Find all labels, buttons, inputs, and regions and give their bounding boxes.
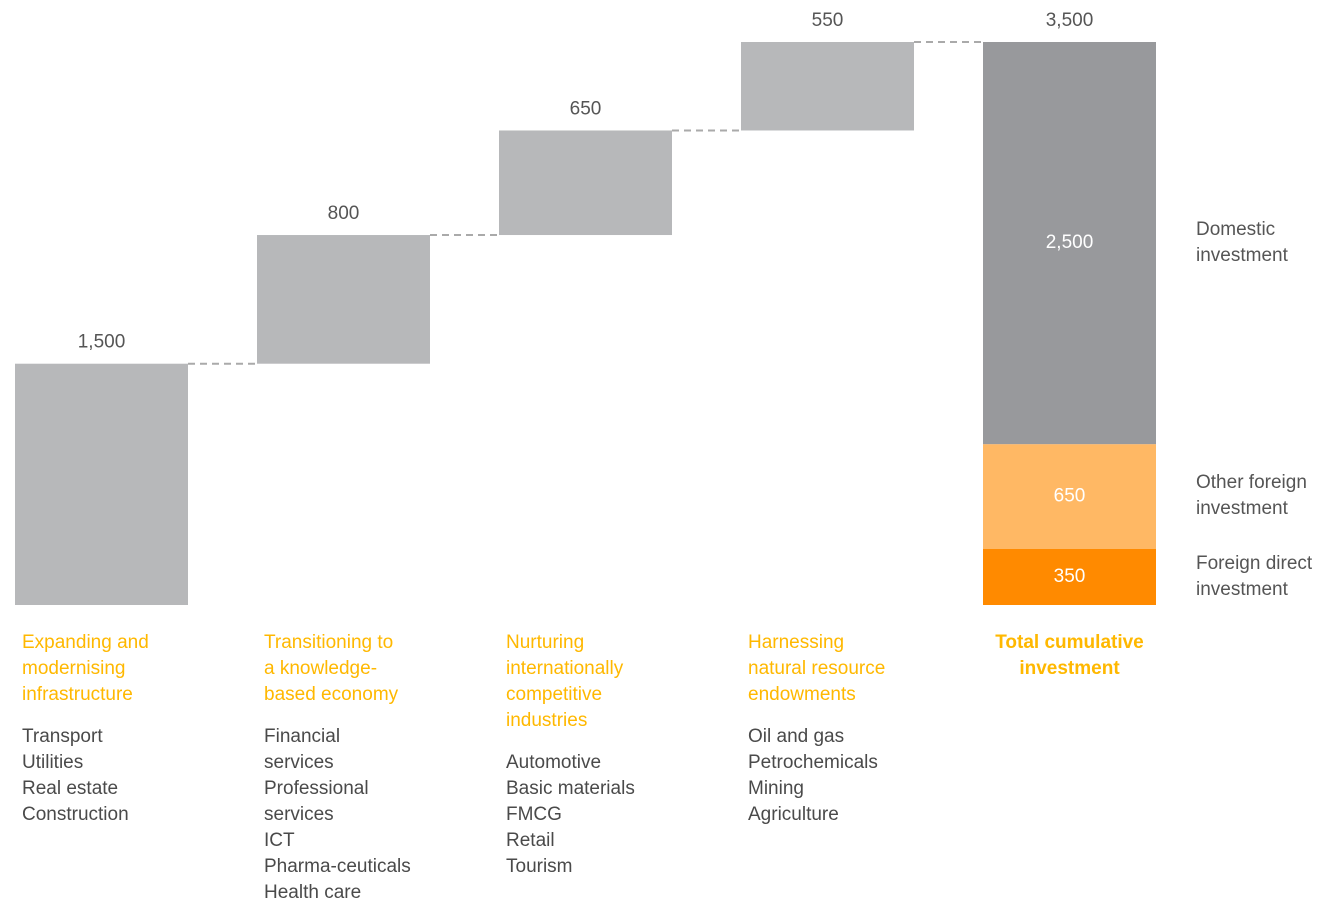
category-item: Financial [264, 726, 341, 747]
value-label: 800 [328, 203, 360, 224]
category-item: Retail [506, 830, 555, 851]
category-title: natural resource [748, 658, 886, 679]
legend-label: Other foreign [1196, 472, 1307, 494]
category-item: FMCG [506, 804, 562, 825]
category-title: a knowledge- [264, 658, 378, 679]
category-item: Utilities [22, 752, 84, 773]
value-label: 650 [570, 98, 602, 119]
total-segment [983, 42, 1156, 445]
total-segment [983, 444, 1156, 549]
legend-label: Foreign direct [1196, 552, 1313, 574]
legend-label: Domestic [1196, 219, 1276, 241]
category-item: Health care [264, 882, 362, 903]
category-title: industries [506, 710, 588, 731]
total-title: investment [1019, 658, 1120, 679]
category-item: Transport [22, 726, 103, 747]
bar [741, 42, 914, 131]
category-title: Expanding and [22, 632, 149, 653]
category-item: Basic materials [506, 778, 635, 799]
category-title: Harnessing [748, 632, 845, 653]
category-title: Transitioning to [264, 632, 394, 653]
category-item: services [264, 804, 334, 825]
category-title: internationally [506, 658, 624, 679]
total-title: Total cumulative [995, 632, 1144, 653]
category-item: Mining [748, 778, 804, 799]
bar [15, 363, 188, 605]
value-label: 1,500 [78, 332, 126, 353]
category-title: Nurturing [506, 632, 585, 653]
bar [257, 235, 430, 364]
category-item: ICT [264, 830, 295, 851]
total-segment [983, 548, 1156, 605]
category-title: based economy [264, 684, 399, 705]
category-item: Oil and gas [748, 726, 845, 747]
value-label: 550 [812, 10, 844, 31]
legend-label: investment [1196, 498, 1288, 520]
category-title: infrastructure [22, 684, 133, 705]
segment-label: 350 [1054, 566, 1086, 587]
category-item: Agriculture [748, 804, 839, 825]
total-label: 3,500 [1046, 10, 1094, 31]
category-item: Tourism [506, 856, 573, 877]
category-item: Pharma-ceuticals [264, 856, 411, 877]
category-item: Real estate [22, 778, 119, 799]
category-item: Automotive [506, 752, 602, 773]
category-title: endowments [748, 684, 856, 705]
category-item: Construction [22, 804, 129, 825]
category-item: Petrochemicals [748, 752, 878, 773]
category-item: services [264, 752, 334, 773]
category-item: Professional [264, 778, 369, 799]
segment-label: 650 [1054, 485, 1086, 506]
segment-label: 2,500 [1046, 232, 1094, 253]
bar [499, 130, 672, 236]
category-title: competitive [506, 684, 603, 705]
legend-label: investment [1196, 245, 1288, 267]
legend-label: investment [1196, 578, 1288, 600]
category-title: modernising [22, 658, 126, 679]
